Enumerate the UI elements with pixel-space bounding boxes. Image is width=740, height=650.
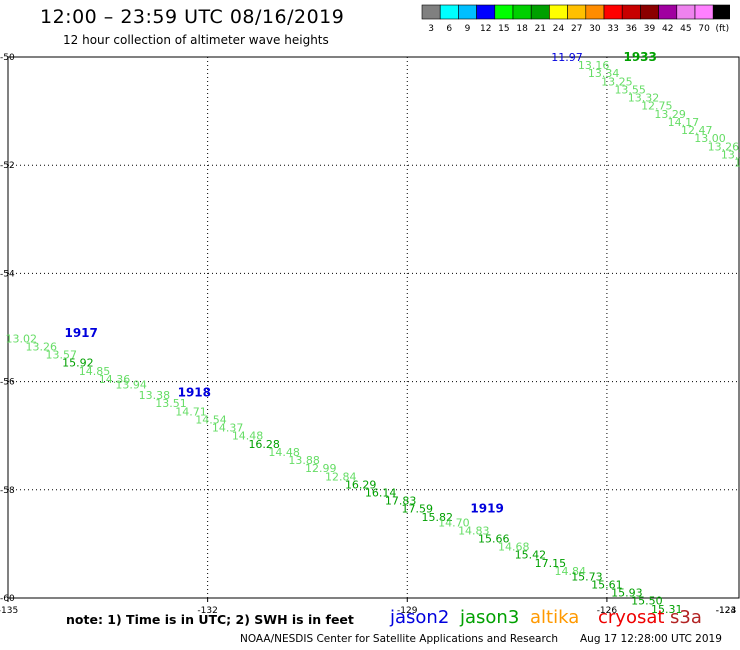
scale-label: 30 [589,24,601,34]
wave-height-label: 15.66 [478,532,510,545]
page-subtitle: 12 hour collection of altimeter wave hei… [63,33,329,47]
wave-height-label: 13.00 [694,132,726,145]
x-tick-label: -124 [716,606,737,616]
scale-label: (ft) [716,24,730,34]
wave-height-label: 13.26 [708,140,740,153]
track-time-label: 1918 [178,385,211,399]
wave-height-label: 13.21 [734,156,740,169]
y-tick-label: -60 [0,594,15,604]
wave-height-label: 14.71 [175,405,207,418]
wave-height-label: 16.29 [345,478,377,491]
wave-height-label: 13.38 [139,389,171,402]
satellite-legend-jason3: jason3 [460,607,520,628]
wave-height-label: 12.84 [325,470,357,483]
scale-label: 21 [535,24,546,34]
wave-height-label: 14.48 [268,446,300,459]
wave-height-label: 17.83 [385,495,417,508]
wave-height-label: 14.84 [555,565,587,578]
scale-label: 12 [480,24,491,34]
wave-height-label: 13.21 [721,148,740,161]
color-scale-legend: 3 6 9 12 15 18 21 24 27 30 33 36 39 42 45 70 (ft) [421,4,730,34]
scale-label: 42 [662,24,673,34]
scale-label: 27 [571,24,582,34]
satellite-legend-cryosat: cryosat [598,607,665,628]
wave-height-label: 13.25 [601,75,633,88]
scale-label: 33 [607,24,618,34]
wave-height-label: 16.28 [248,438,280,451]
scale-swatch [712,4,730,20]
wave-height-label: 13.02 [6,332,38,345]
satellite-legend-altika: altika [530,607,580,628]
wave-height-label: 14.37 [212,422,244,435]
wave-height-label: 17.15 [535,557,567,570]
scale-label: 39 [644,24,656,34]
wave-height-label: 15.50 [631,595,663,608]
page-title: 12:00 – 23:59 UTC 08/16/2019 [40,6,345,28]
wave-height-label: 15.93 [611,587,643,600]
scale-label: 24 [553,24,565,34]
track-time-label: 1919 [470,502,503,516]
wave-height-label: 14.36 [99,373,131,386]
wave-height-label: 13.51 [155,397,187,410]
wave-height-label: 13.94 [115,378,147,391]
wave-height-label: 13.16 [578,59,610,72]
wave-height-label: 15.31 [651,603,683,616]
wave-height-label: 13.55 [614,83,646,96]
wave-height-label: 14.17 [668,116,700,129]
y-tick-label: -58 [0,486,15,496]
track-time-label: 1917 [64,326,97,340]
x-tick-label: -132 [197,606,217,616]
y-tick-label: -56 [0,378,15,388]
wave-height-label: 15.42 [515,549,547,562]
wave-height-label: 16.14 [365,487,397,500]
wave-height-label: 15.73 [571,570,603,583]
wave-height-label: 13.88 [288,454,320,467]
y-tick-label: -54 [0,269,15,279]
wave-height-label: 14.68 [498,541,530,554]
wave-height-label: 13.26 [26,340,58,353]
wave-height-label: 15.92 [62,357,94,370]
footer-timestamp: Aug 17 12:28:00 UTC 2019 [580,633,722,645]
scale-label: 6 [446,24,452,34]
satellite-legend-jason2: jason2 [390,607,450,628]
wave-height-label: 13.29 [654,108,686,121]
scale-label: 36 [626,24,638,34]
wave-height-label: 17.59 [402,503,434,516]
footer-note: note: 1) Time is in UTC; 2) SWH is in fe… [66,612,354,627]
y-tick-label: -50 [0,53,15,63]
wave-height-label: 13.57 [45,349,77,362]
x-tick-label: -126 [597,606,618,616]
wave-height-label: 14.85 [79,365,111,378]
scale-label: 3 [428,24,434,34]
track-time-label: 1933 [623,50,656,64]
scale-label: 15 [498,24,509,34]
x-tick-label: -123 [716,606,736,616]
x-tick-label: -129 [397,606,418,616]
scale-label: 18 [516,24,528,34]
plot-frame [7,56,740,599]
wave-height-label: 12.99 [305,462,337,475]
wave-height-label: 11.97 [551,51,583,64]
x-tick-label: -135 [0,606,18,616]
wave-height-label: 13.32 [628,92,660,105]
wave-height-label: 14.70 [438,516,470,529]
scale-label: 45 [680,24,691,34]
scale-label: 9 [465,24,471,34]
wave-height-label: 12.47 [681,124,713,137]
wave-height-label: 14.48 [232,430,264,443]
wave-height-label: 14.54 [195,413,227,426]
scale-label: 70 [698,24,710,34]
footer-credit: NOAA/NESDIS Center for Satellite Applica… [240,633,558,645]
wave-height-label: 15.82 [421,511,453,524]
wave-height-label: 15.61 [591,578,623,591]
wave-height-label: 12.75 [641,100,673,113]
wave-height-label: 13.34 [588,67,620,80]
y-tick-label: -52 [0,161,15,171]
wave-height-label: 14.83 [458,524,490,537]
satellite-legend-s3a: s3a [670,607,702,628]
